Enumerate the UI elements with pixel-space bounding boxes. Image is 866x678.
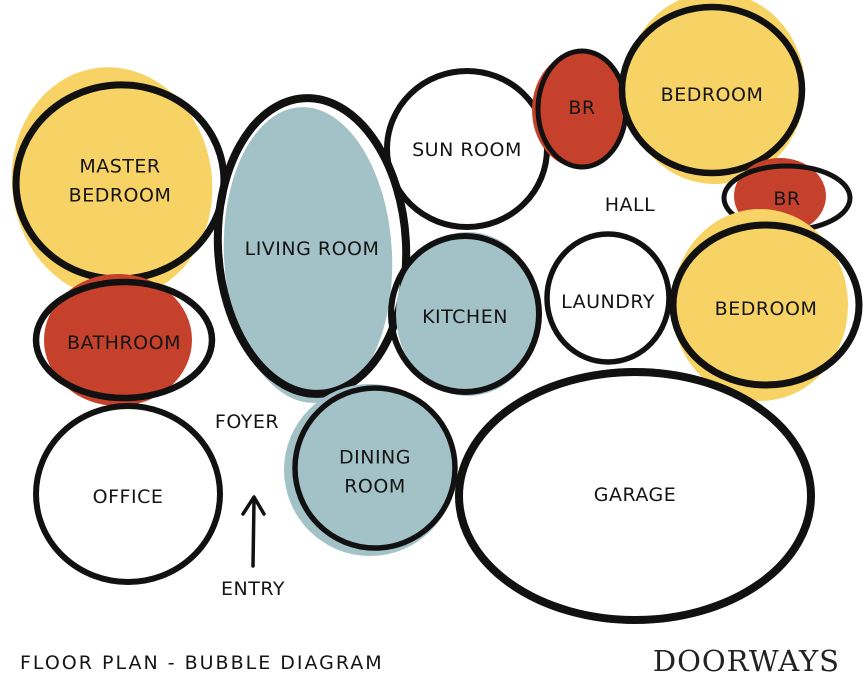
- bubble-laundry: LAUNDRY: [544, 231, 672, 365]
- garage-outline: [455, 368, 815, 624]
- dining-room-label-2: ROOM: [344, 476, 406, 498]
- bubble-garage: GARAGE: [455, 368, 815, 624]
- hall-label: HALL: [605, 194, 655, 216]
- entry-arrow-icon: [241, 495, 266, 568]
- bedroom-top-outline: [618, 3, 806, 177]
- br-top-label: BR: [568, 97, 595, 119]
- laundry-outline: [544, 231, 672, 365]
- brand-logo: DOORWAYS: [652, 644, 840, 678]
- entry-label: ENTRY: [221, 578, 285, 600]
- bedroom-right-outline: [669, 221, 863, 389]
- diagram-caption: FLOOR PLAN - BUBBLE DIAGRAM: [20, 652, 384, 674]
- bubble-bedroom-right: BEDROOM: [669, 209, 863, 401]
- living-room-label: LIVING ROOM: [245, 238, 380, 260]
- bubble-br-top: BR: [532, 48, 629, 170]
- bedroom-right-fill: [672, 209, 848, 401]
- bathroom-outline: [32, 278, 216, 402]
- sun-room-label: SUN ROOM: [412, 139, 522, 161]
- bathroom-fill: [44, 274, 192, 406]
- bedroom-top-fill: [625, 0, 805, 184]
- dining-room-fill: [284, 384, 456, 556]
- living-room-outline: [213, 94, 411, 398]
- bubble-office: OFFICE: [33, 403, 223, 585]
- kitchen-label: KITCHEN: [422, 306, 508, 328]
- living-room-fill: [223, 107, 393, 403]
- master-bedroom-fill: [11, 67, 213, 299]
- bubble-kitchen: KITCHEN: [388, 232, 542, 396]
- dining-room-label-1: DINING: [339, 447, 411, 469]
- foyer-label: FOYER: [215, 411, 279, 433]
- bubble-master-bedroom: MASTER BEDROOM: [11, 67, 228, 299]
- dining-room-outline: [292, 385, 458, 551]
- bubble-dining-room: DINING ROOM: [284, 384, 458, 556]
- laundry-label: LAUNDRY: [561, 291, 655, 313]
- bubble-sun-room: SUN ROOM: [384, 68, 550, 230]
- bedroom-top-label: BEDROOM: [661, 84, 764, 106]
- garage-label: GARAGE: [594, 484, 677, 506]
- bubble-bedroom-top: BEDROOM: [618, 0, 806, 184]
- kitchen-outline: [388, 233, 542, 395]
- kitchen-fill: [396, 232, 540, 396]
- bedroom-right-label: BEDROOM: [715, 298, 818, 320]
- br-right-label: BR: [773, 188, 800, 210]
- bubble-diagram: MASTER BEDROOM BATHROOM OFFICE LIVING ROOM SU…: [11, 0, 863, 624]
- office-outline: [33, 403, 223, 585]
- bubble-bathroom: BATHROOM: [32, 274, 216, 406]
- master-bedroom-label-1: MASTER: [79, 156, 160, 178]
- office-label: OFFICE: [93, 486, 164, 508]
- br-top-fill: [532, 52, 628, 168]
- master-bedroom-label-2: BEDROOM: [69, 185, 172, 207]
- bubble-living-room: LIVING ROOM: [213, 94, 411, 403]
- bathroom-label: BATHROOM: [67, 332, 181, 354]
